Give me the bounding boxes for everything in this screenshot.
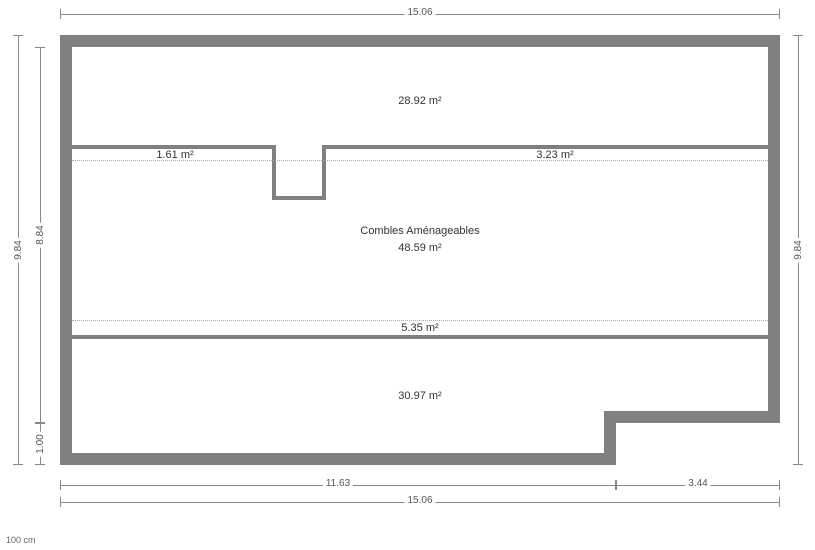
wall-notch-right — [322, 145, 326, 200]
dim-bottom-seg2-label: 3.44 — [685, 478, 710, 489]
dim-left-outer-label: 9.84 — [13, 237, 24, 262]
area-top-room: 28.92 m² — [398, 95, 441, 107]
dim-left-inner-label: 8.84 — [35, 222, 46, 247]
dim-left-notch-label: 1.00 — [35, 431, 46, 456]
dim-bottom-full-label: 15.06 — [404, 495, 435, 506]
wall-notch-left — [272, 145, 276, 200]
wall-bottom-left — [60, 453, 616, 465]
dim-bottom-seg1-label: 11.63 — [323, 478, 353, 489]
area-bottom-room: 30.97 m² — [398, 390, 441, 402]
room-main-name: Combles Aménageables — [360, 225, 479, 237]
area-left-small: 1.61 m² — [156, 149, 193, 161]
wall-top — [60, 35, 780, 47]
area-main-room: 48.59 m² — [398, 242, 441, 254]
dotted-lower — [72, 320, 768, 321]
wall-left — [60, 35, 72, 465]
wall-inner-lower — [72, 335, 768, 339]
wall-notch-bottom — [604, 411, 780, 423]
scale-label: 100 cm — [6, 535, 36, 545]
area-middle-strip: 5.35 m² — [401, 322, 438, 334]
area-right-small: 3.23 m² — [536, 149, 573, 161]
wall-right — [768, 35, 780, 423]
wall-notch-bottom-inner — [272, 196, 326, 200]
dim-top-label: 15.06 — [404, 7, 435, 18]
dim-right-label: 9.84 — [793, 237, 804, 262]
